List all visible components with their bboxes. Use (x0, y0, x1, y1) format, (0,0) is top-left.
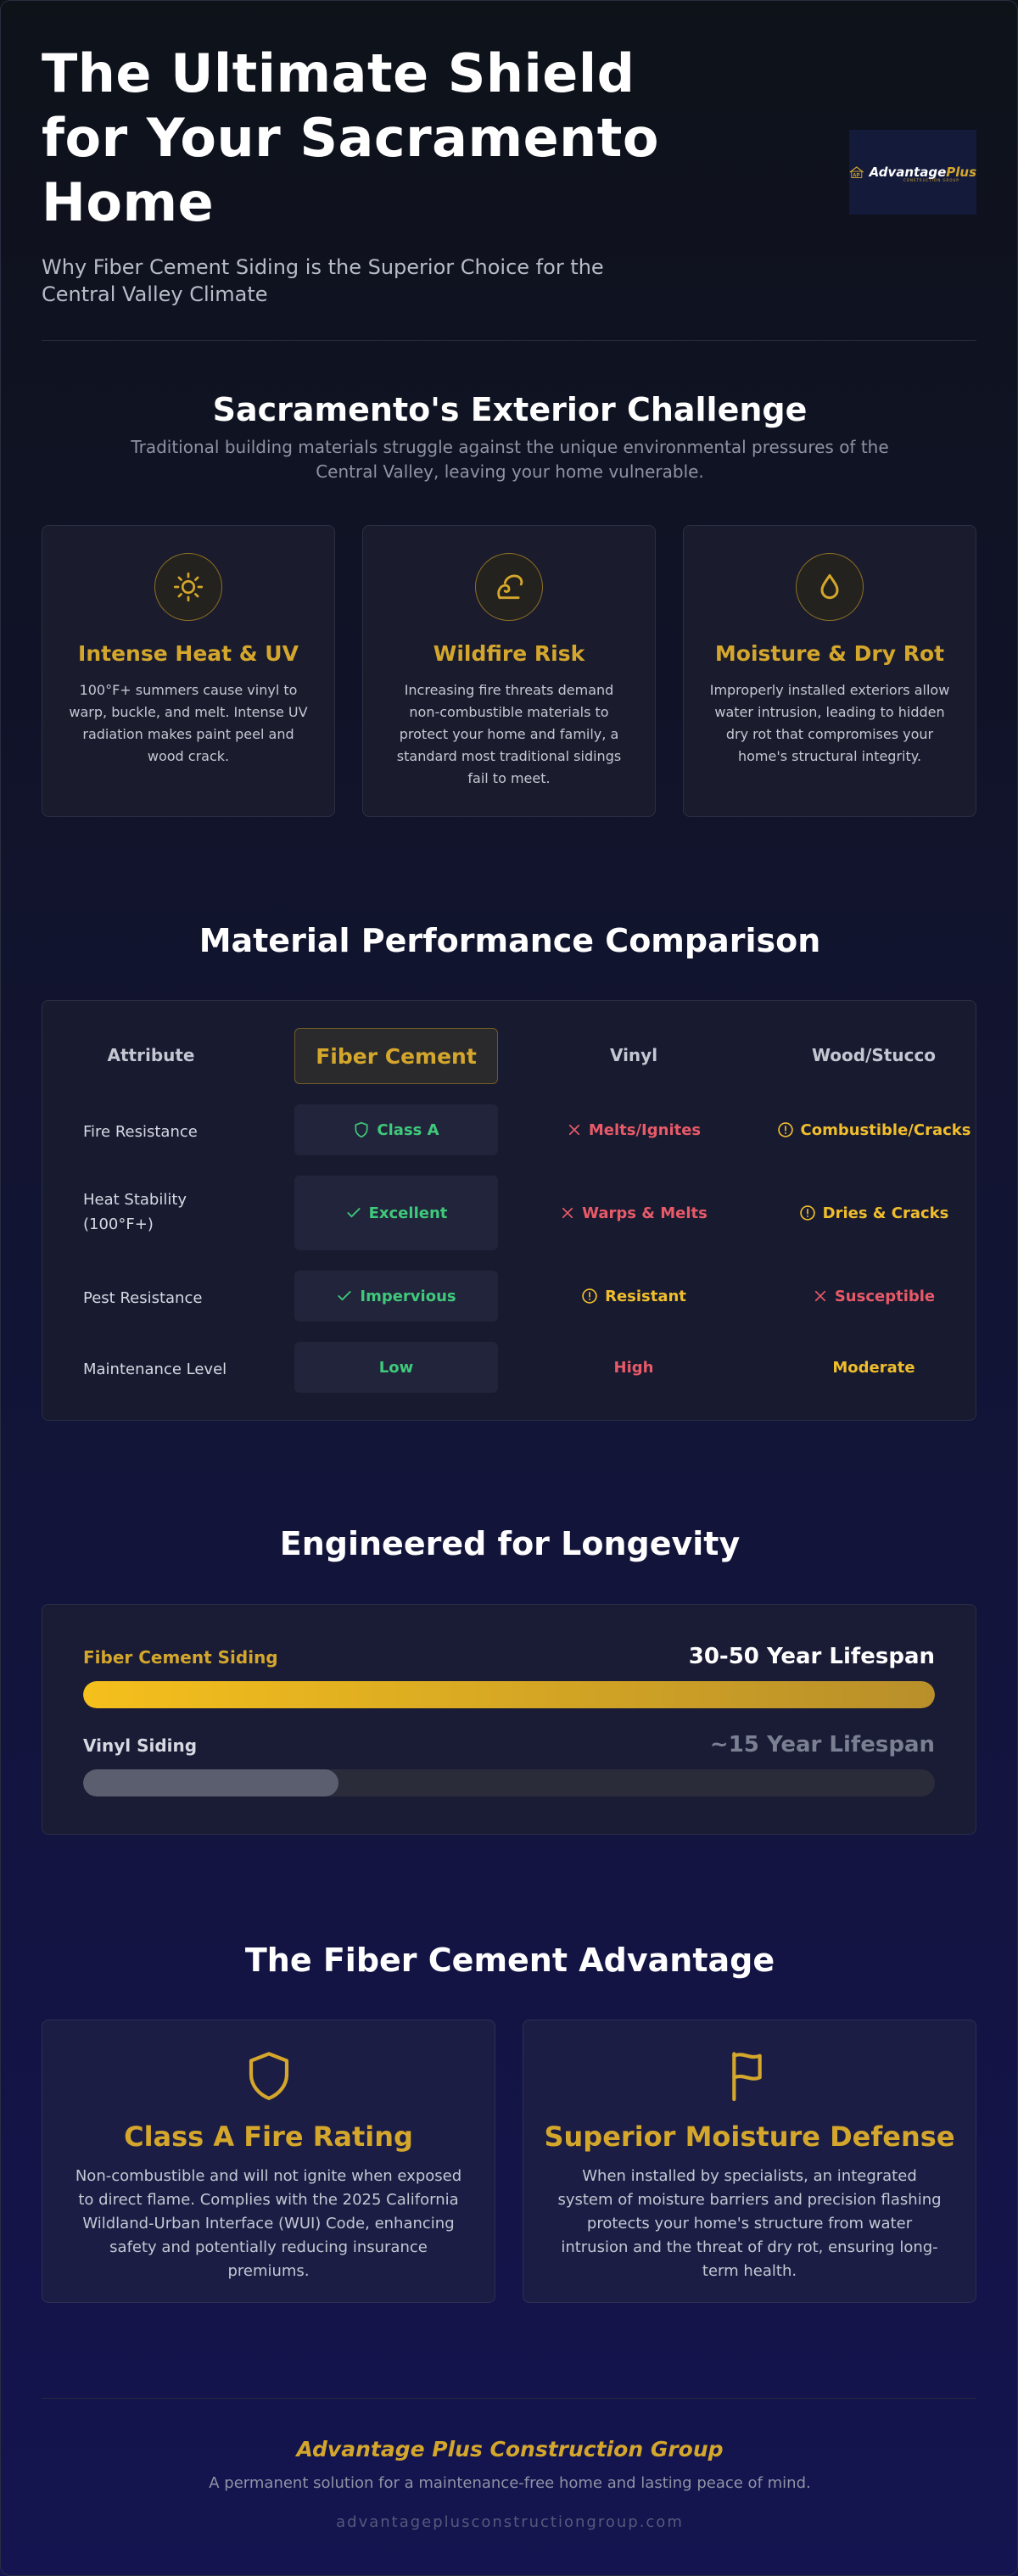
card-text: When installed by specialists, an integr… (557, 2167, 942, 2280)
challenge-card-heat: Intense Heat & UV 100°F+ summers cause v… (42, 525, 335, 817)
fire-icon (497, 574, 523, 600)
fiber-cell-heat: Excellent (294, 1176, 498, 1250)
wood-cell-fire: Combustible/Cracks (747, 1104, 1001, 1155)
page-subtitle: Why Fiber Cement Siding is the Superior … (42, 255, 604, 306)
footer-tagline: A permanent solution for a maintenance-f… (209, 2474, 811, 2492)
comparison-title: Material Performance Comparison (199, 922, 821, 959)
header: The Ultimate Shield for Your Sacramento … (42, 42, 976, 340)
challenge-card-wildfire: Wildfire Risk Increasing fire threats de… (362, 525, 656, 817)
row-label-pest: Pest Resistance (83, 1289, 203, 1307)
header-attribute: Attribute (107, 1045, 195, 1065)
advantage-card-fire: Class A Fire Rating Non-combustible and … (42, 2020, 495, 2303)
vinyl-cell-pest: Resistant (532, 1271, 736, 1322)
card-title: Class A Fire Rating (124, 2121, 413, 2153)
fiber-cell-maintenance: Low (294, 1342, 498, 1393)
vinyl-bar-fill (83, 1769, 339, 1796)
card-text: Increasing fire threats demand non-combu… (396, 682, 622, 786)
vinyl-bar-track (83, 1769, 935, 1796)
row-label-heat: Heat Stability (100°F+) (83, 1191, 187, 1233)
warning-icon (799, 1205, 815, 1221)
wood-cell-heat: Dries & Cracks (747, 1176, 1001, 1250)
svg-text:AP: AP (853, 174, 859, 179)
sun-icon (173, 572, 204, 602)
fiber-bar-label: Fiber Cement Siding (83, 1647, 278, 1668)
challenge-title: Sacramento's Exterior Challenge (212, 391, 808, 428)
challenge-subtitle: Traditional building materials struggle … (131, 437, 889, 482)
longevity-panel: Fiber Cement Siding 30-50 Year Lifespan … (42, 1604, 976, 1835)
vinyl-cell-maintenance: High (613, 1358, 654, 1377)
shield-icon (355, 1121, 368, 1138)
fiber-cell-fire: Class A (294, 1104, 498, 1155)
x-icon (814, 1290, 825, 1302)
warning-icon (777, 1122, 793, 1137)
card-title: Moisture & Dry Rot (714, 641, 945, 666)
x-icon (568, 1124, 579, 1136)
vinyl-cell-heat: Warps & Melts (532, 1176, 736, 1250)
card-text: Improperly installed exteriors allow wat… (709, 682, 950, 764)
footer-url[interactable]: advantageplusconstructiongroup.com (336, 2513, 684, 2531)
fiber-bar-value: 30-50 Year Lifespan (688, 1644, 935, 1669)
fiber-bar-fill (83, 1681, 935, 1708)
warning-icon (582, 1288, 597, 1304)
vinyl-bar-value: ~15 Year Lifespan (709, 1732, 935, 1757)
card-title: Intense Heat & UV (78, 641, 299, 666)
advantage-title: The Fiber Cement Advantage (244, 1942, 775, 1979)
comparison-table: Attribute Fiber Cement Vinyl Wood/Stucco… (42, 1000, 976, 1421)
card-text: Non-combustible and will not ignite when… (75, 2167, 462, 2280)
x-icon (562, 1207, 573, 1219)
wood-cell-maintenance: Moderate (832, 1358, 915, 1377)
card-text: 100°F+ summers cause vinyl to warp, buck… (69, 682, 308, 764)
advantage-card-moisture: Superior Moisture Defense When installed… (523, 2020, 976, 2303)
page-title: The Ultimate Shield for Your Sacramento … (42, 42, 660, 233)
challenge-card-moisture: Moisture & Dry Rot Improperly installed … (683, 525, 976, 817)
wood-cell-pest: Susceptible (747, 1271, 1001, 1322)
advantage-cards: Class A Fire Rating Non-combustible and … (42, 2020, 976, 2303)
vinyl-bar-label: Vinyl Siding (83, 1735, 198, 1756)
footer-company: Advantage Plus Construction Group (296, 2437, 724, 2461)
company-logo: AP AdvantagePlus CONSTRUCTION GROUP (849, 130, 976, 215)
droplet-icon (820, 574, 839, 600)
header-wood-stucco: Wood/Stucco (811, 1045, 937, 1065)
challenge-cards: Intense Heat & UV 100°F+ summers cause v… (42, 525, 976, 817)
house-logo-icon: AP (849, 166, 864, 179)
row-label-maintenance: Maintenance Level (83, 1361, 227, 1378)
row-label-fire: Fire Resistance (83, 1123, 198, 1141)
shield-icon (249, 2052, 288, 2100)
flag-icon (731, 2052, 762, 2102)
check-icon (347, 1208, 361, 1218)
logo-tagline: CONSTRUCTION GROUP (903, 178, 959, 182)
footer-divider (42, 2398, 976, 2399)
fiber-cell-pest: Impervious (294, 1271, 498, 1322)
card-title: Superior Moisture Defense (544, 2121, 955, 2153)
check-icon (338, 1291, 351, 1301)
header-fiber-cement: Fiber Cement (294, 1028, 498, 1084)
longevity-title: Engineered for Longevity (279, 1525, 741, 1562)
vinyl-cell-fire: Melts/Ignites (532, 1104, 736, 1155)
header-divider (42, 340, 976, 341)
header-vinyl: Vinyl (609, 1045, 658, 1065)
card-title: Wildfire Risk (433, 641, 585, 666)
logo-wordmark: AdvantagePlus (869, 165, 976, 180)
fiber-bar-track (83, 1681, 935, 1708)
